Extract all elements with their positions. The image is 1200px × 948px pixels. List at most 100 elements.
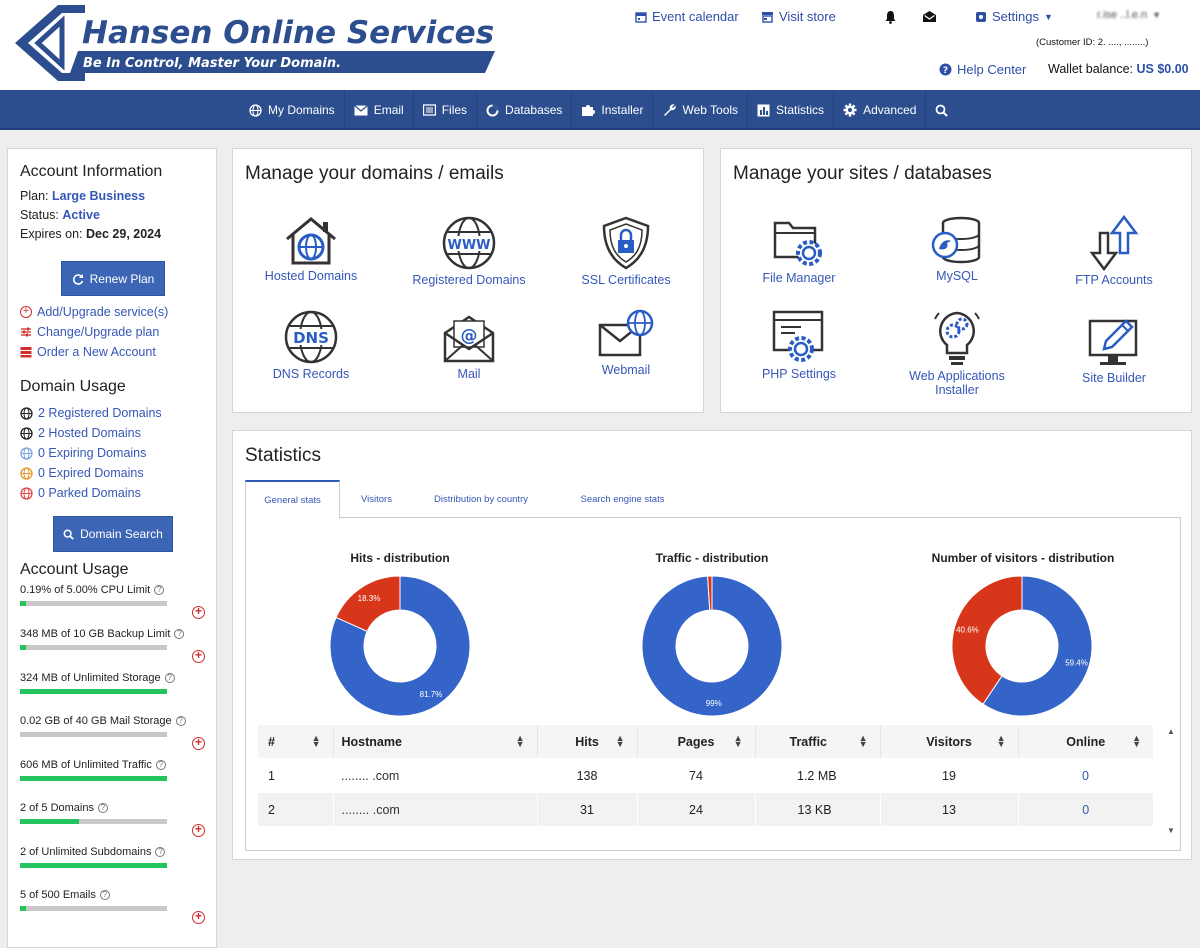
file-manager-tile[interactable]: File Manager	[729, 215, 869, 285]
plus-circle-icon: +	[20, 306, 32, 318]
col-hits[interactable]: Hits ▲ ▼	[536, 725, 637, 758]
col-visitors[interactable]: Visitors ▲ ▼	[879, 725, 1018, 758]
webmail-tile-label: Webmail	[601, 363, 651, 377]
usage-text: 2 of 5 Domains	[20, 802, 94, 814]
nav-files[interactable]: Files	[414, 90, 478, 130]
account-sidebar: Account Information Plan: Large Business…	[7, 148, 217, 948]
mysql-tile[interactable]: MySQL	[887, 215, 1027, 283]
hits-chart-title: Hits - distribution	[350, 551, 450, 565]
add-upgrade-service-link[interactable]: + Add/Upgrade service(s)	[20, 305, 168, 319]
tab-general-stats[interactable]: General stats	[245, 480, 340, 519]
nav-installer[interactable]: Installer	[572, 90, 654, 130]
renew-plan-button[interactable]: Renew Plan	[61, 261, 165, 296]
expiring-domains-link[interactable]: 0 Expiring Domains	[20, 446, 146, 460]
question-circle-icon[interactable]: ?	[99, 890, 110, 900]
col-online[interactable]: Online ▲ ▼	[1017, 725, 1153, 758]
add-resource-icon[interactable]: +	[192, 910, 205, 924]
settings-dropdown[interactable]: Settings ▼	[975, 9, 1053, 24]
site-builder-tile[interactable]: Site Builder	[1044, 315, 1184, 385]
usage-label: 606 MB of Unlimited Traffic?	[20, 759, 215, 771]
col-hostname[interactable]: Hostname ▲ ▼	[332, 725, 537, 758]
dns-records-tile[interactable]: DNS DNS Records	[241, 309, 381, 381]
nav-web-tools[interactable]: Web Tools	[653, 90, 749, 130]
ftp-accounts-tile[interactable]: FTP Accounts	[1044, 215, 1184, 287]
event-calendar-link[interactable]: Event calendar	[635, 9, 739, 24]
change-upgrade-plan-label: Change/Upgrade plan	[37, 325, 160, 339]
usage-progress-bar	[20, 776, 167, 781]
nav-email[interactable]: Email	[345, 90, 414, 130]
hosted-domains-tile[interactable]: Hosted Domains	[241, 215, 381, 283]
col-pages[interactable]: Pages ▲ ▼	[636, 725, 755, 758]
web-applications-installer-tile-label: Web Applications Installer	[909, 369, 1005, 397]
usage-progress-bar	[20, 863, 167, 868]
registered-domains-link[interactable]: 2 Registered Domains	[20, 406, 162, 420]
table-row[interactable]: 1 ........ .com 138 74 1.2 MB 19 0	[258, 758, 1153, 793]
hosted-domains-tile-label: Hosted Domains	[264, 269, 358, 283]
webmail-tile[interactable]: Webmail	[556, 309, 696, 377]
domain-search-button[interactable]: Domain Search	[53, 516, 173, 552]
expired-domains-link[interactable]: 0 Expired Domains	[20, 466, 144, 480]
table-row[interactable]: 2 ........ .com 31 24 13 KB 13 0	[258, 793, 1153, 826]
scroll-up-icon[interactable]: ▲	[1167, 727, 1175, 736]
usage-item: 606 MB of Unlimited Traffic?	[20, 759, 215, 781]
parked-domains-link[interactable]: 0 Parked Domains	[20, 486, 141, 500]
cell-online[interactable]: 0	[1082, 768, 1089, 783]
mysql-tile-label: MySQL	[936, 269, 978, 283]
hosted-domains-link[interactable]: 2 Hosted Domains	[20, 426, 141, 440]
cell-online[interactable]: 0	[1017, 793, 1153, 826]
visit-store-label: Visit store	[779, 9, 836, 24]
tab-distribution-by-country[interactable]: Distribution by country	[421, 480, 541, 518]
nav-statistics[interactable]: Statistics	[748, 90, 835, 130]
tab-search-engine-label: Search engine stats	[580, 493, 665, 505]
add-resource-icon[interactable]: +	[192, 823, 205, 837]
table-header-row: # ▲ ▼ Hostname ▲ ▼ Hits ▲ ▼ Pages ▲ ▼ Traffic ▲ ▼ …	[258, 725, 1153, 758]
change-upgrade-plan-link[interactable]: Change/Upgrade plan	[20, 325, 159, 339]
usage-progress-bar	[20, 645, 167, 650]
envelope-icon	[353, 104, 368, 115]
visit-store-link[interactable]: Visit store	[761, 9, 836, 24]
add-resource-icon[interactable]: +	[192, 605, 205, 619]
question-circle-icon[interactable]: ?	[155, 847, 166, 857]
globe-blue-icon	[20, 446, 33, 460]
tab-visitors[interactable]: Visitors	[349, 480, 404, 518]
sort-icon: ▲ ▼	[858, 733, 868, 749]
add-resource-icon[interactable]: +	[192, 649, 205, 663]
usage-text: 2 of Unlimited Subdomains	[20, 846, 152, 858]
col-hits-label: Hits	[575, 734, 599, 749]
php-settings-tile[interactable]: PHP Settings	[729, 309, 869, 381]
sort-icon: ▲ ▼	[733, 733, 743, 749]
ssl-certificates-tile[interactable]: SSL Certificates	[556, 215, 696, 287]
messages-button[interactable]	[922, 10, 937, 23]
col-visitors-label: Visitors	[926, 734, 972, 749]
question-circle-icon[interactable]: ?	[155, 760, 166, 770]
tab-search-engine-stats[interactable]: Search engine stats	[565, 480, 680, 518]
site-builder-tile-label: Site Builder	[1082, 371, 1146, 385]
status-label: Status:	[20, 208, 59, 222]
company-logo[interactable]: Hansen Online Services Be In Control, Ma…	[10, 3, 500, 81]
mail-tile[interactable]: @ Mail	[399, 309, 539, 381]
lightbulb-gears-icon	[934, 311, 980, 365]
col-traffic[interactable]: Traffic ▲ ▼	[754, 725, 880, 758]
question-circle-icon[interactable]: ?	[164, 673, 175, 683]
dns-records-tile-label: DNS Records	[272, 367, 350, 381]
notifications-button[interactable]	[884, 10, 897, 24]
table-scrollbar[interactable]: ▲ ▼	[1165, 727, 1179, 835]
question-circle-icon[interactable]: ?	[97, 803, 108, 813]
question-circle-icon[interactable]: ?	[175, 716, 186, 726]
statistics-tab-panel	[245, 518, 1181, 851]
nav-my-domains[interactable]: My Domains	[240, 90, 345, 130]
user-menu[interactable]: r.ise ..l.e.n ▼	[1097, 9, 1161, 21]
nav-databases[interactable]: Databases	[477, 90, 573, 130]
scroll-down-icon[interactable]: ▼	[1167, 826, 1175, 835]
col-number[interactable]: # ▲ ▼	[258, 725, 333, 758]
nav-advanced[interactable]: Advanced	[834, 90, 927, 130]
registered-domains-tile[interactable]: WWW Registered Domains	[399, 215, 539, 287]
nav-search-button[interactable]	[926, 90, 957, 130]
help-center-link[interactable]: ? Help Center	[939, 62, 1026, 77]
order-new-account-link[interactable]: Order a New Account	[20, 345, 156, 359]
help-icon: ?	[939, 63, 952, 76]
question-circle-icon[interactable]: ?	[174, 629, 185, 639]
question-circle-icon[interactable]: ?	[154, 585, 165, 595]
web-applications-installer-tile[interactable]: Web Applications Installer	[887, 309, 1027, 397]
add-resource-icon[interactable]: +	[192, 736, 205, 750]
